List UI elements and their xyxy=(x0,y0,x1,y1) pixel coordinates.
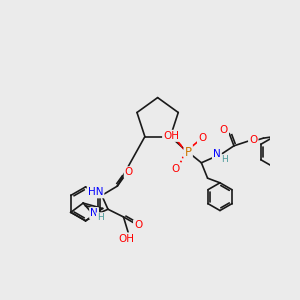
Text: HN: HN xyxy=(88,187,103,197)
Text: O: O xyxy=(198,133,206,143)
Text: H: H xyxy=(97,213,104,222)
Text: O: O xyxy=(220,125,228,135)
Text: H: H xyxy=(221,155,228,164)
Text: O: O xyxy=(125,167,133,177)
Text: O: O xyxy=(134,220,142,230)
Text: P: P xyxy=(185,146,192,158)
Text: OH: OH xyxy=(163,131,179,141)
Text: N: N xyxy=(90,208,98,218)
Text: N: N xyxy=(213,149,221,159)
Text: O: O xyxy=(249,135,257,145)
Text: O: O xyxy=(172,164,180,174)
Text: OH: OH xyxy=(118,233,135,244)
